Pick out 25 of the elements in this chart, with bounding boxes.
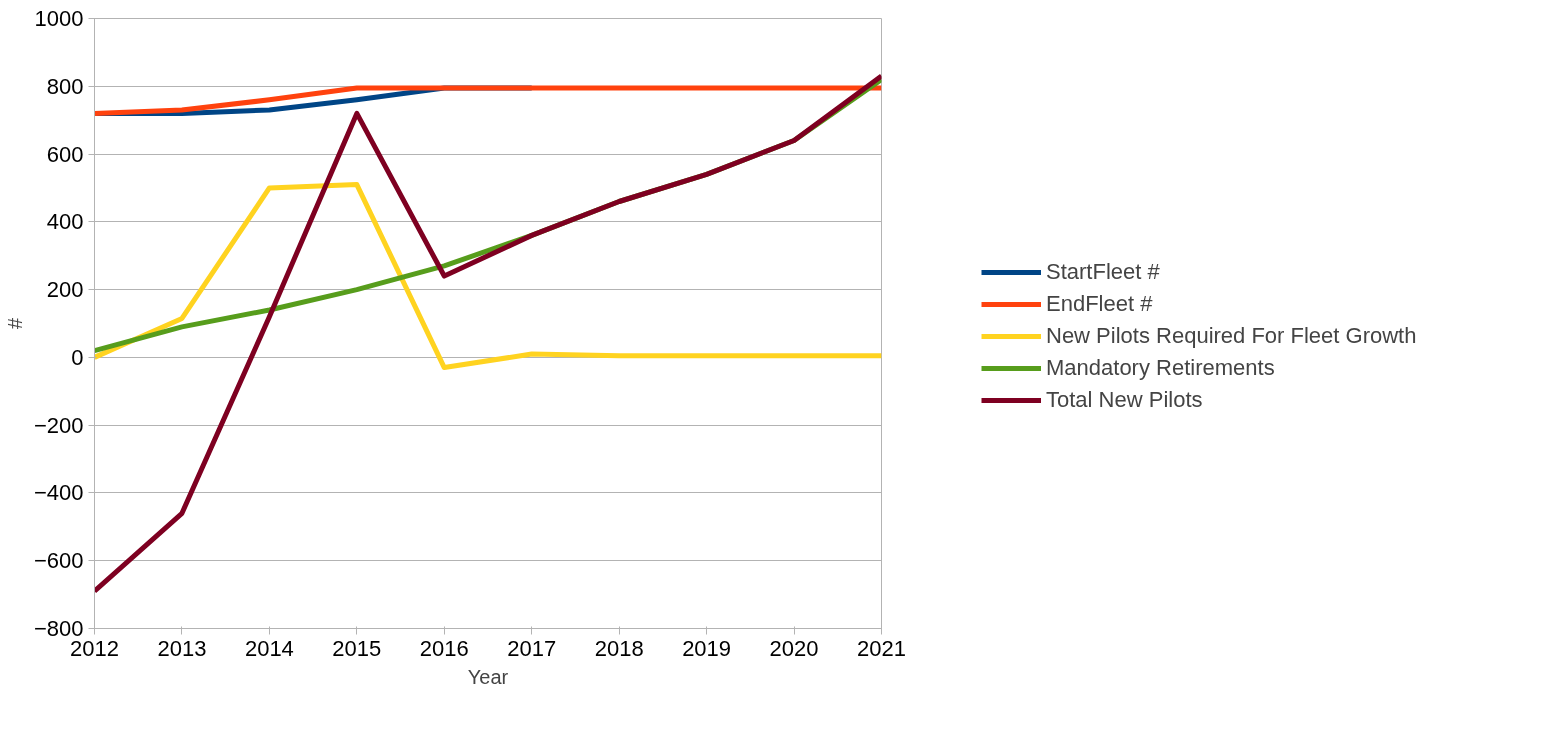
legend-label: New Pilots Required For Fleet Growth [1046, 323, 1417, 349]
y-tick-label: −400 [33, 480, 84, 506]
x-tick-label: 2014 [244, 635, 294, 661]
x-tick-label: 2018 [594, 635, 644, 661]
legend-label: Mandatory Retirements [1046, 355, 1275, 381]
legend-label: EndFleet # [1046, 291, 1153, 317]
legend-label: StartFleet # [1046, 259, 1160, 285]
y-tick-label: 400 [46, 209, 84, 235]
x-tick-label: 2017 [507, 635, 557, 661]
x-tick-label: 2021 [857, 635, 906, 661]
y-tick-label: 600 [46, 141, 84, 167]
x-tick-label: 2019 [682, 635, 732, 661]
x-axis-title: Year [467, 665, 509, 688]
y-tick-label: 1000 [34, 6, 84, 31]
x-tick-label: 2016 [419, 635, 469, 661]
y-tick-label: −200 [33, 412, 84, 438]
y-tick-label: 0 [71, 344, 84, 370]
legend-label: Total New Pilots [1046, 387, 1203, 413]
y-tick-label: −600 [33, 548, 84, 574]
x-tick-label: 2020 [769, 635, 819, 661]
y-tick-label: 200 [46, 277, 84, 303]
y-tick-label: 800 [46, 73, 84, 99]
x-tick-label: 2013 [157, 635, 207, 661]
x-tick-label: 2015 [332, 635, 382, 661]
y-axis-title: # [3, 317, 26, 330]
